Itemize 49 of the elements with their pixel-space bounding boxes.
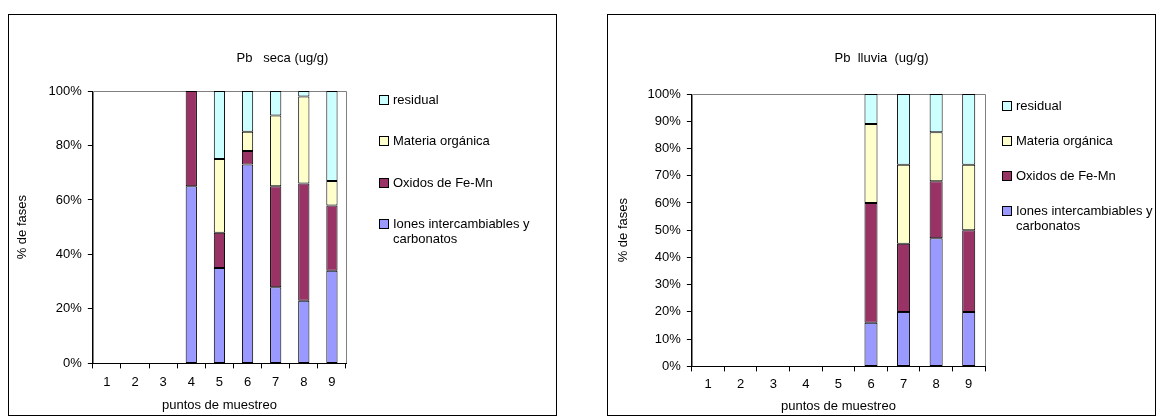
x-tick-label: 4 — [802, 376, 810, 392]
x-tick-label: 7 — [272, 374, 280, 390]
x-tick-label: 9 — [965, 376, 973, 392]
x-tick-label: 8 — [932, 376, 940, 392]
y-tick-label: 0% — [662, 357, 682, 373]
y-tick-label: 100% — [48, 82, 83, 98]
legend-label: residual — [393, 91, 440, 107]
y-tick-label: 50% — [654, 221, 682, 237]
y-tick-label: 10% — [654, 330, 682, 346]
x-tick-label: 1 — [704, 376, 712, 392]
x-tick-label: 9 — [328, 374, 336, 390]
y-tick-label: 90% — [654, 112, 682, 128]
x-tick-label: 3 — [159, 374, 167, 390]
x-tick-label: 6 — [867, 376, 875, 392]
legend-label: Oxidos de Fe-Mn — [1016, 167, 1117, 183]
legend-label: Materia orgánica — [393, 133, 491, 148]
y-tick-label: 40% — [654, 249, 682, 265]
y-tick-label: 20% — [55, 300, 83, 316]
y-tick-label: 60% — [55, 191, 83, 207]
x-tick-label: 1 — [103, 374, 111, 390]
x-tick-label: 7 — [899, 376, 908, 392]
y-tick-label: 100% — [647, 85, 682, 101]
x-tick-label: 2 — [737, 376, 745, 392]
x-axis-title: puntos de muestreo — [161, 396, 277, 412]
legend-label: Oxidos de Fe-Mn — [393, 174, 494, 190]
y-axis-title: % de fases — [14, 194, 30, 260]
x-tick-label: 3 — [769, 376, 777, 392]
x-axis-title: puntos de muestreo — [780, 397, 896, 413]
x-tick-label: 8 — [300, 374, 308, 390]
y-tick-label: 60% — [654, 194, 682, 210]
y-tick-label: 0% — [63, 354, 83, 370]
chart-title: Pb lluvia (ug/g) — [833, 50, 930, 65]
y-tick-label: 30% — [654, 276, 682, 292]
chart-title: Pb seca (ug/g) — [235, 50, 330, 65]
legend-label: Iones intercambiables y carbonatos — [393, 216, 531, 246]
y-tick-label: 80% — [654, 140, 682, 156]
x-tick-label: 5 — [834, 376, 843, 392]
y-tick-label: 40% — [55, 246, 83, 262]
x-tick-label: 2 — [131, 374, 139, 390]
x-tick-label: 6 — [243, 374, 252, 390]
y-tick-label: 70% — [654, 167, 682, 183]
legend-label: residual — [1016, 97, 1063, 113]
y-tick-label: 20% — [654, 303, 682, 319]
legend-label: Materia orgánica — [1016, 132, 1114, 148]
y-tick-label: 80% — [55, 137, 83, 153]
x-tick-label: 5 — [215, 374, 224, 390]
y-axis-title: % de fases — [615, 197, 631, 263]
x-tick-label: 4 — [187, 374, 195, 390]
legend-label: Iones intercambiables y carbonatos — [1016, 202, 1154, 233]
